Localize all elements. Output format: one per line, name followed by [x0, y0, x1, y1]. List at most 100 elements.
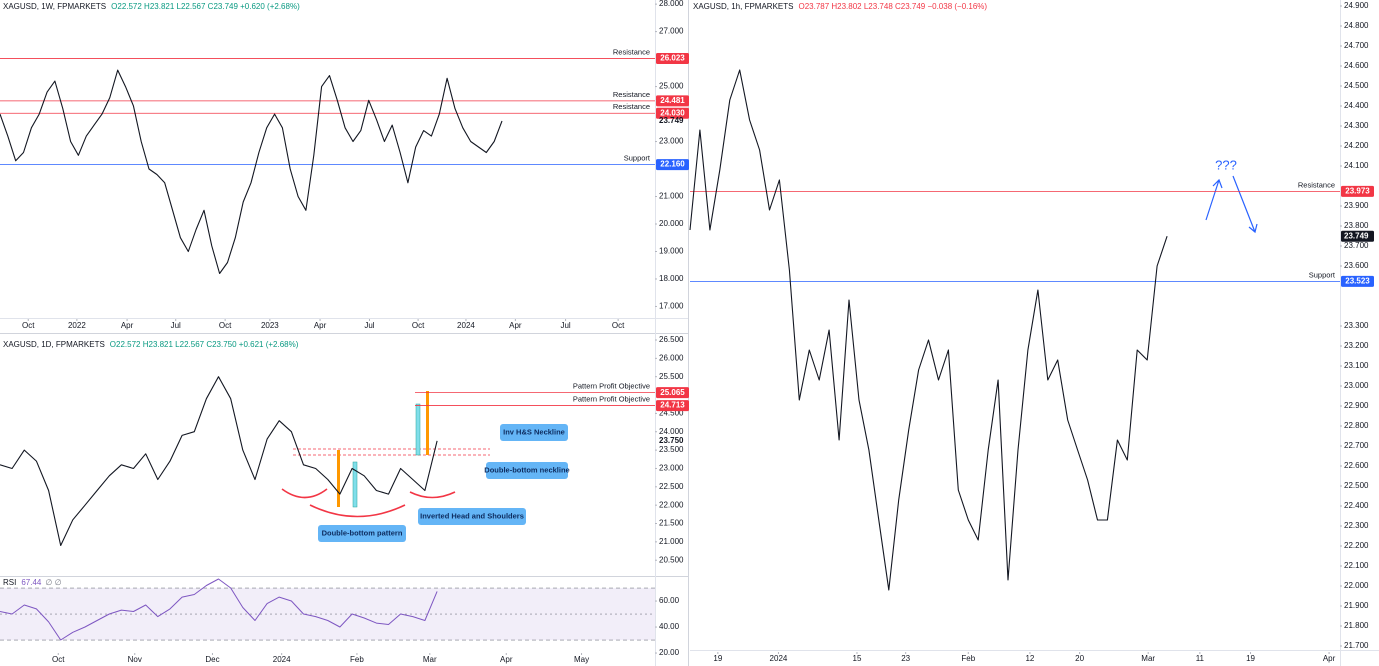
last-price-label: 23.749: [1344, 231, 1369, 240]
y-tick-label: 24.700: [1344, 41, 1369, 50]
last-price-label: 23.750: [659, 436, 684, 445]
x-tick-label: 19: [713, 654, 722, 663]
price-line: [689, 69, 1168, 591]
y-tick-label: 22.500: [659, 482, 684, 491]
x-tick-label: 15: [853, 654, 862, 663]
x-tick-label: Oct: [612, 321, 625, 330]
y-tick-label: 22.400: [1344, 501, 1369, 510]
chart-title: RSI: [3, 578, 16, 587]
y-tick-label: 23.700: [1344, 241, 1369, 250]
x-tick-label: Oct: [412, 321, 425, 330]
y-tick-label: 22.000: [1344, 581, 1369, 590]
y-tick-label: 24.800: [1344, 21, 1369, 30]
y-tick-label: 22.900: [1344, 401, 1369, 410]
y-tick-label: 21.900: [1344, 601, 1369, 610]
chart-title: XAGUSD, 1W, FPMARKETS: [3, 2, 106, 11]
y-tick-label: 23.100: [1344, 361, 1369, 370]
callout: [486, 462, 568, 479]
y-tick-label: 22.300: [1344, 521, 1369, 530]
pattern-height: [415, 403, 421, 456]
scenario-arrows: [1205, 175, 1258, 234]
x-tick-label: Feb: [961, 654, 975, 663]
y-tick-label: 22.000: [659, 500, 684, 509]
y-tick-label: 21.000: [659, 192, 684, 201]
price-line: [0, 578, 438, 641]
y-tick-label: 23.800: [1344, 221, 1369, 230]
y-tick-label: 24.500: [659, 409, 684, 418]
x-tick-label: 2024: [457, 321, 475, 330]
y-tick-label: 26.000: [659, 353, 684, 362]
y-tick-label: 23.000: [659, 464, 684, 473]
x-tick-label: Mar: [1141, 654, 1155, 663]
annotation: ???: [1215, 157, 1237, 172]
x-tick-label: 2024: [273, 655, 291, 664]
x-tick-label: Oct: [52, 655, 65, 664]
level-label: Pattern Profit Objective: [573, 395, 650, 404]
y-tick-label: 24.600: [1344, 61, 1369, 70]
price-line: [0, 69, 503, 275]
x-tick-label: Nov: [128, 655, 142, 664]
y-tick-label: 24.400: [1344, 101, 1369, 110]
price-tag: [1341, 275, 1374, 287]
y-tick-label: 22.200: [1344, 541, 1369, 550]
callout-text: Double-bottom pattern: [322, 528, 403, 537]
x-tick-label: May: [574, 655, 589, 664]
chart-title: XAGUSD, 1D, FPMARKETS: [3, 340, 105, 349]
ohlc-header: O22.572 H23.821 L22.567 C23.749 +0.620 (…: [111, 2, 300, 11]
price-tag-label: 24.030: [660, 108, 685, 117]
last-price-label: 23.749: [659, 116, 684, 125]
y-tick-label: 24.900: [1344, 1, 1369, 10]
callout-text: Inv H&S Neckline: [503, 427, 565, 436]
arrow-down: [1232, 175, 1258, 234]
y-tick-label: 23.600: [1344, 261, 1369, 270]
y-tick-label: 21.500: [659, 519, 684, 528]
pattern-height: [426, 391, 429, 455]
pattern-arc: [409, 491, 456, 499]
y-tick-label: 21.000: [659, 537, 684, 546]
y-tick-label: 22.600: [1344, 461, 1369, 470]
pane: 26.500 26.000 25.500 24.500 24.000 23.500 23.0…: [0, 335, 689, 664]
x-tick-label: 12: [1025, 654, 1034, 663]
y-tick-label: 22.700: [1344, 441, 1369, 450]
price-tag: [656, 107, 689, 119]
price-tag: [656, 95, 689, 107]
price-tag-label: 23.523: [1345, 277, 1370, 286]
ohlc-header: O23.787 H23.802 L23.748 C23.749 −0.038 (…: [798, 2, 987, 11]
x-tick-label: Apr: [314, 321, 327, 330]
price-tag-label: 24.481: [660, 96, 685, 105]
y-tick-label: 24.100: [1344, 161, 1369, 170]
level-label: Resistance: [613, 90, 650, 99]
price-tag: [656, 387, 689, 399]
y-tick-label: 23.900: [1344, 201, 1369, 210]
x-tick-label: Apr: [121, 321, 134, 330]
pane: 24.900 24.800 24.700 24.600 24.500 24.400 24.3…: [689, 1, 1374, 663]
level-label: Resistance: [613, 47, 650, 56]
x-tick-label: Jul: [171, 321, 181, 330]
x-tick-label: 19: [1246, 654, 1255, 663]
callout: [318, 525, 406, 542]
y-tick-label: 22.500: [1344, 481, 1369, 490]
y-tick-label: 20.00: [659, 648, 680, 657]
level-label: Support: [624, 154, 651, 163]
x-tick-label: Jul: [364, 321, 374, 330]
level-label: Pattern Profit Objective: [573, 382, 650, 391]
x-tick-label: 2022: [68, 321, 86, 330]
pattern-height: [337, 450, 340, 507]
x-tick-label: Oct: [219, 321, 232, 330]
price-line: [0, 376, 438, 547]
y-tick-label: 40.00: [659, 622, 680, 631]
x-tick-label: Jul: [560, 321, 570, 330]
pattern-arc: [309, 504, 406, 518]
y-tick-label: 60.00: [659, 596, 680, 605]
level-label: Support: [1309, 270, 1336, 279]
x-tick-label: 23: [901, 654, 910, 663]
ohlc-header: O22.572 H23.821 L22.567 C23.750 +0.621 (…: [110, 340, 299, 349]
y-tick-label: 23.500: [659, 445, 684, 454]
x-tick-label: 2023: [261, 321, 279, 330]
y-tick-label: 24.200: [1344, 141, 1369, 150]
price-tag: [656, 159, 689, 171]
pane: 28.000 27.000 25.000 23.000 21.000 20.000 19.0…: [0, 0, 689, 330]
arrow-up: [1205, 178, 1223, 221]
price-tag-label: 23.973: [1345, 187, 1370, 196]
